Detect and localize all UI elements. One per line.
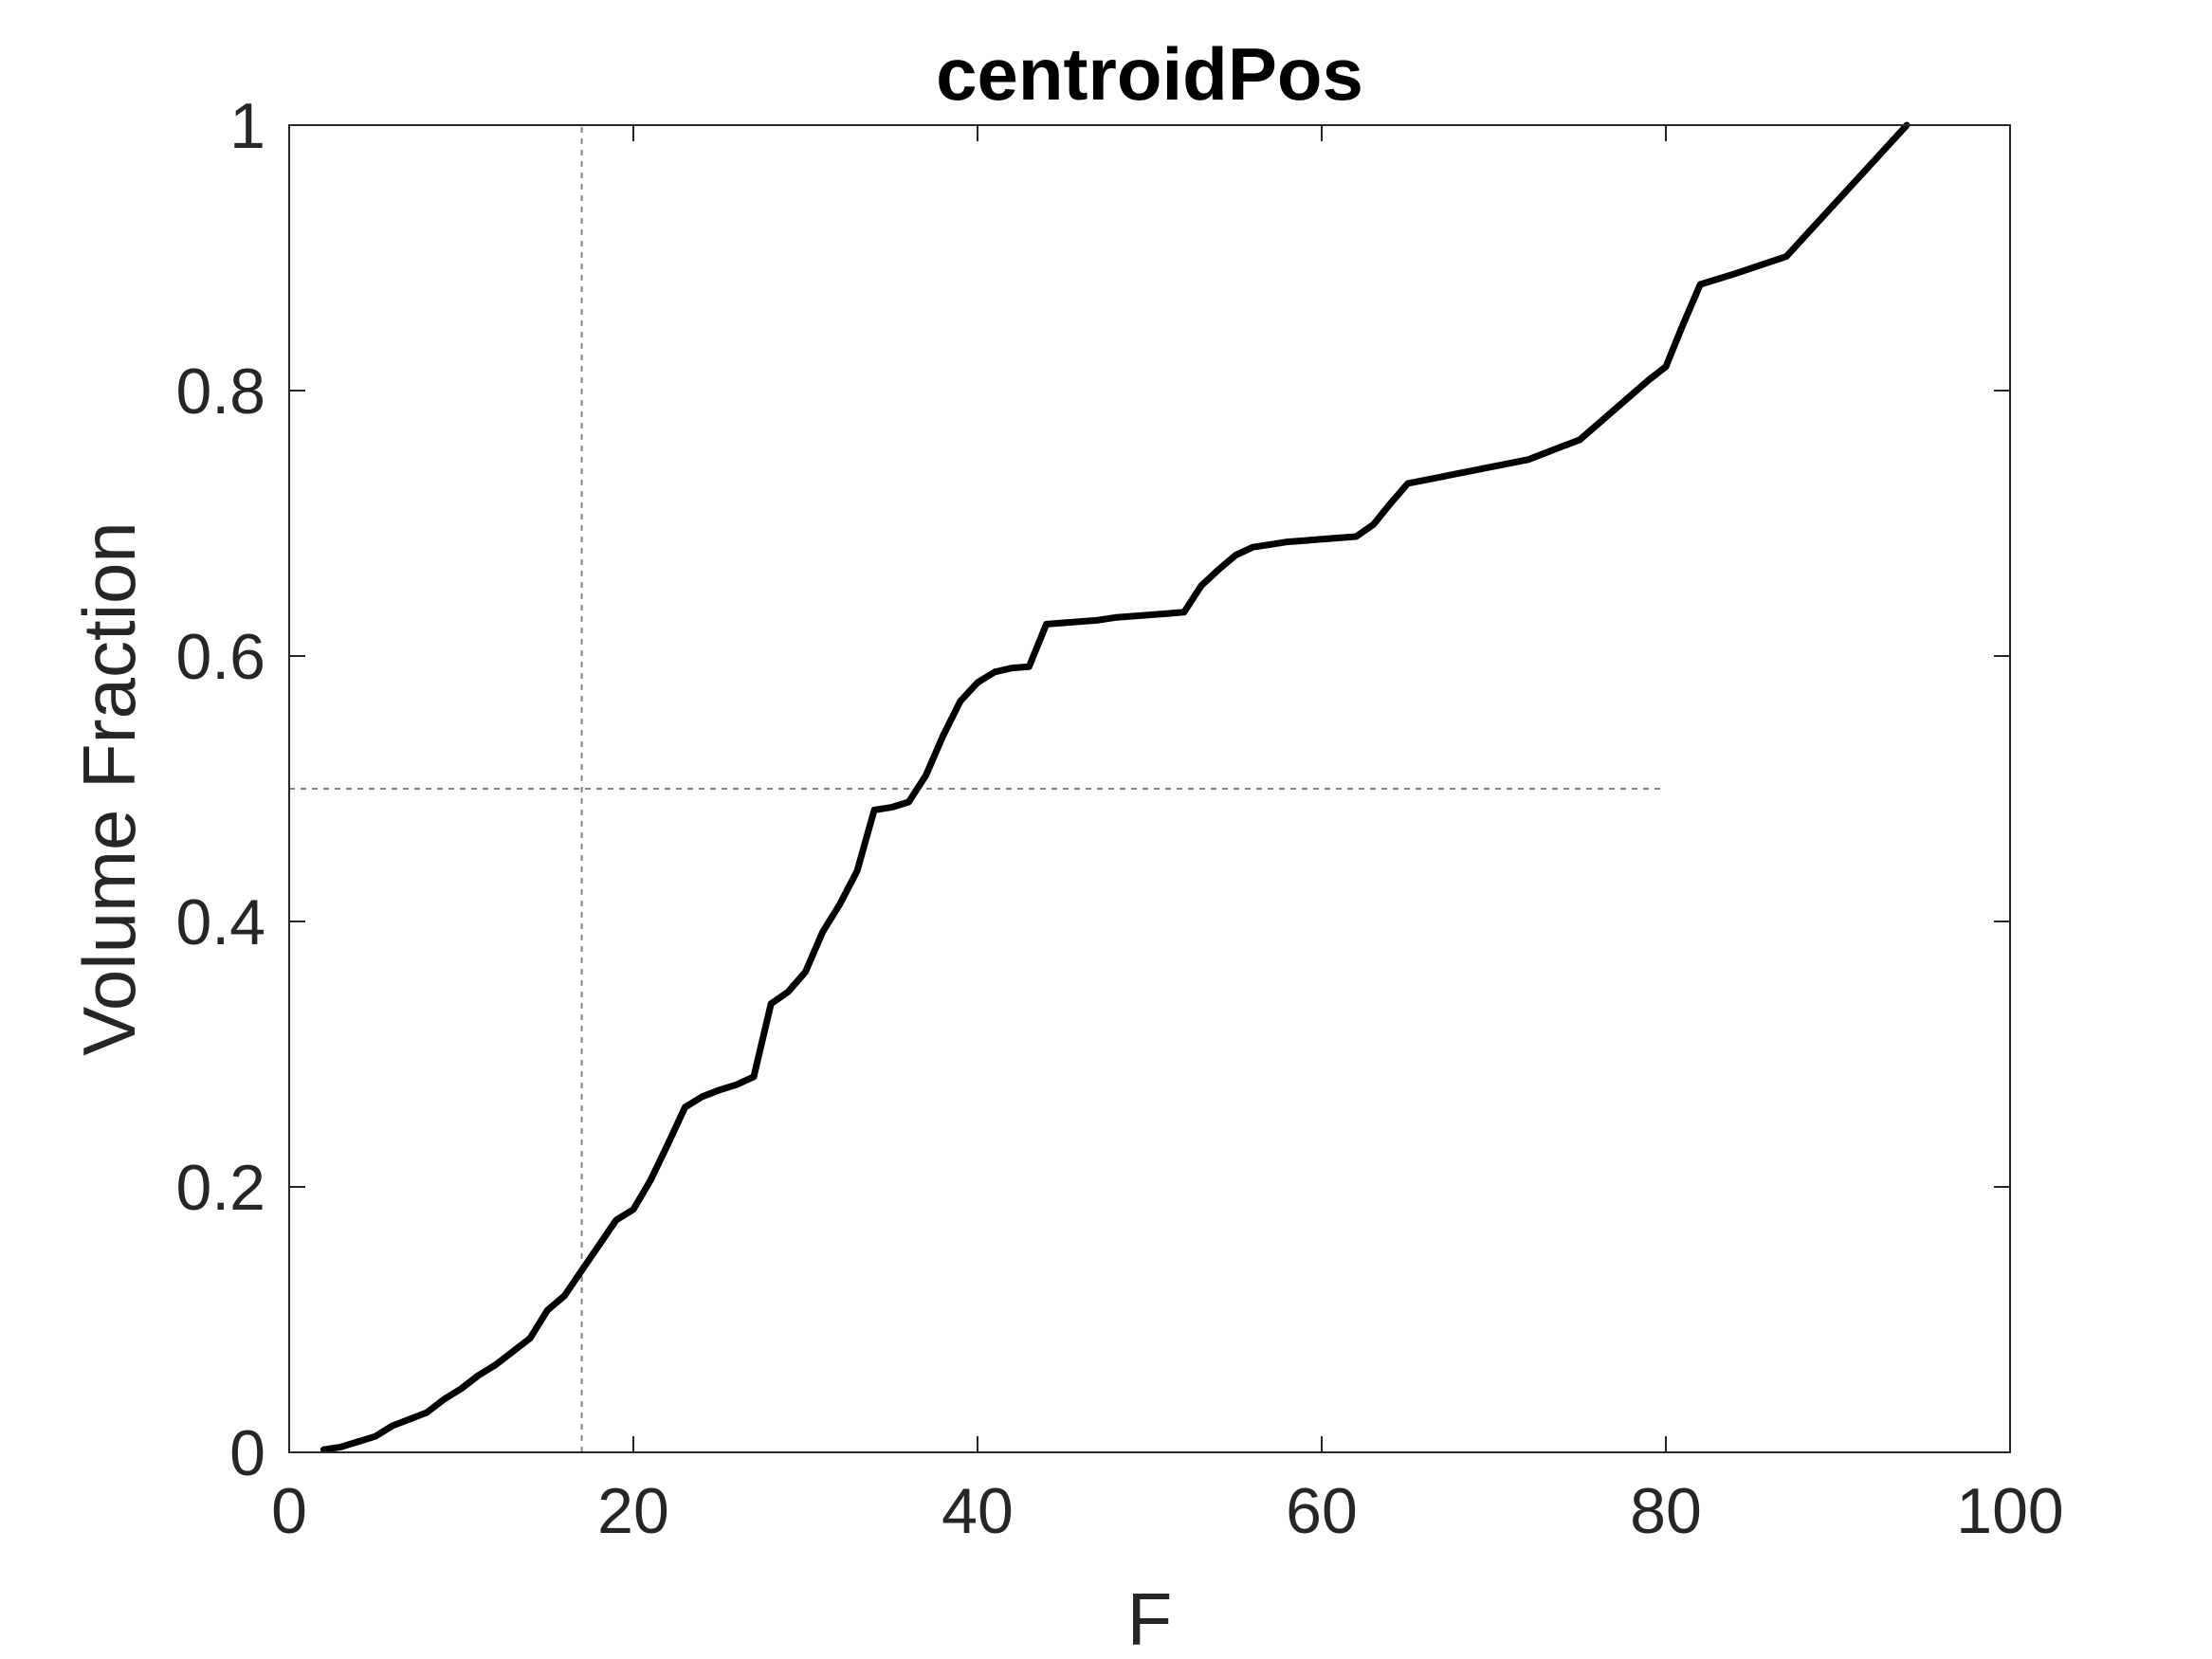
x-tick-label: 100 <box>1956 1475 2063 1547</box>
x-axis-title: F <box>1127 1577 1173 1659</box>
series-line <box>320 121 1910 1453</box>
reference-lines <box>289 125 1666 1452</box>
x-tick-label: 20 <box>597 1475 669 1547</box>
chart-title: centroidPos <box>936 32 1363 116</box>
axes-box <box>288 124 2011 1453</box>
y-tick-labels: 0 0.2 0.4 0.6 0.8 1 <box>175 90 265 1489</box>
y-tick-label: 0.8 <box>175 356 265 428</box>
y-tick-label: 0.6 <box>175 621 265 693</box>
x-tick-label: 80 <box>1630 1475 1702 1547</box>
y-axis-title: Volume Fraction <box>67 521 151 1056</box>
x-tick-label: 60 <box>1286 1475 1358 1547</box>
y-tick-label: 0.4 <box>175 886 265 958</box>
x-tick-label: 40 <box>941 1475 1014 1547</box>
data-series <box>320 121 1910 1453</box>
axis-ticks <box>288 124 2011 1453</box>
x-tick-label: 0 <box>271 1475 307 1547</box>
y-tick-label: 0 <box>229 1417 265 1489</box>
y-tick-label: 0.2 <box>175 1152 265 1224</box>
y-tick-label: 1 <box>229 90 265 162</box>
x-tick-labels: 0 20 40 60 80 100 <box>271 1475 2064 1547</box>
